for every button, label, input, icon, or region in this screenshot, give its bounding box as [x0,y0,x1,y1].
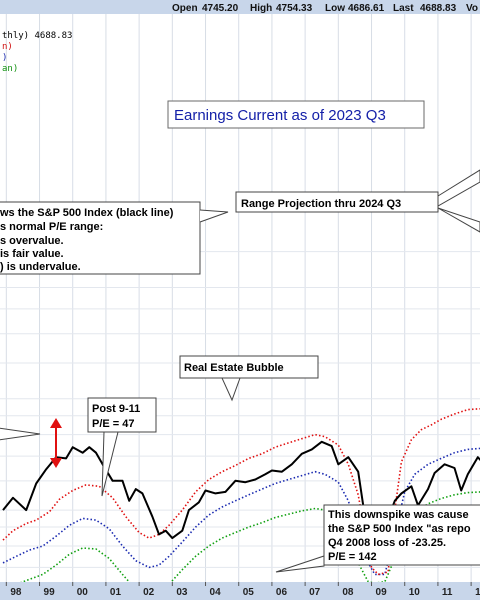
header-last-label: Last [393,3,414,14]
explanation-line-3: s overvalue. [0,235,64,247]
explanation-box: ws the S&P 500 Index (black line) s norm… [0,201,229,275]
header-vol-label: Vo [466,3,478,14]
x-axis-band [0,582,480,600]
legend-price: thly) 4688.83 [2,31,72,41]
post-911-box: Post 9-11 P/E = 47 [87,397,157,497]
downspike-line-1: This downspike was cause [328,509,469,521]
downspike-line-4: P/E = 142 [328,551,377,563]
real-estate-box: Real Estate Bubble [179,355,319,402]
title-text: Earnings Current as of 2023 Q3 [174,107,386,124]
x-tick-label: 08 [342,587,354,598]
header-last-value: 4688.83 [420,3,457,14]
red-range-arrow [50,418,62,468]
x-tick-label: 99 [44,587,56,598]
explanation-line-4: is fair value. [0,248,64,260]
x-tick-label: 05 [243,587,255,598]
x-tick-label: 12 [475,587,480,598]
x-tick-label: 07 [309,587,321,598]
x-axis-ticks: 9899000102030405060708091011121314151617… [5,582,480,598]
header-low-value: 4686.61 [348,3,385,14]
downspike-line-3: Q4 2008 loss of -23.25. [328,537,446,549]
left-arrow-callout [0,427,41,441]
x-tick-label: 03 [176,587,188,598]
header-band [0,0,480,14]
legend-overvalue: n) [2,42,13,52]
header-high-label: High [250,3,272,14]
x-tick-label: 06 [276,587,288,598]
x-tick-label: 09 [376,587,388,598]
explanation-line-5: ) is undervalue. [0,261,81,273]
header-open-value: 4745.20 [202,3,239,14]
explanation-line-2: s normal P/E range: [0,221,103,233]
range-projection-text: Range Projection thru 2024 Q3 [241,198,401,210]
post-911-line-2: P/E = 47 [92,418,135,430]
range-projection-box: Range Projection thru 2024 Q3 [235,169,480,233]
x-tick-label: 01 [110,587,122,598]
legend-undervalue: an) [2,64,18,74]
x-tick-label: 10 [409,587,421,598]
price-line [2,440,480,561]
title-box: Earnings Current as of 2023 Q3 [167,100,425,129]
header-low-label: Low [325,3,345,14]
x-tick-label: 11 [442,587,453,598]
real-estate-text: Real Estate Bubble [184,362,284,374]
legend-fairvalue: ) [2,53,7,63]
x-tick-label: 98 [10,587,22,598]
header-open-label: Open [172,3,198,14]
downspike-box: This downspike was cause the S&P 500 Ind… [275,504,480,573]
x-tick-label: 00 [77,587,89,598]
explanation-line-1: ws the S&P 500 Index (black line) [0,207,174,219]
post-911-line-1: Post 9-11 [92,403,140,415]
downspike-line-2: the S&P 500 Index "as repo [328,523,471,535]
plot-grid [0,14,480,582]
x-tick-label: 04 [210,587,222,598]
header-high-value: 4754.33 [276,3,313,14]
svg-text:Open 4745.20 High: Open 4745.20 High 4754.33 Low 4686.61 La… [172,3,478,14]
x-tick-label: 02 [143,587,155,598]
legend: thly) 4688.83 n) ) an) [2,31,72,74]
